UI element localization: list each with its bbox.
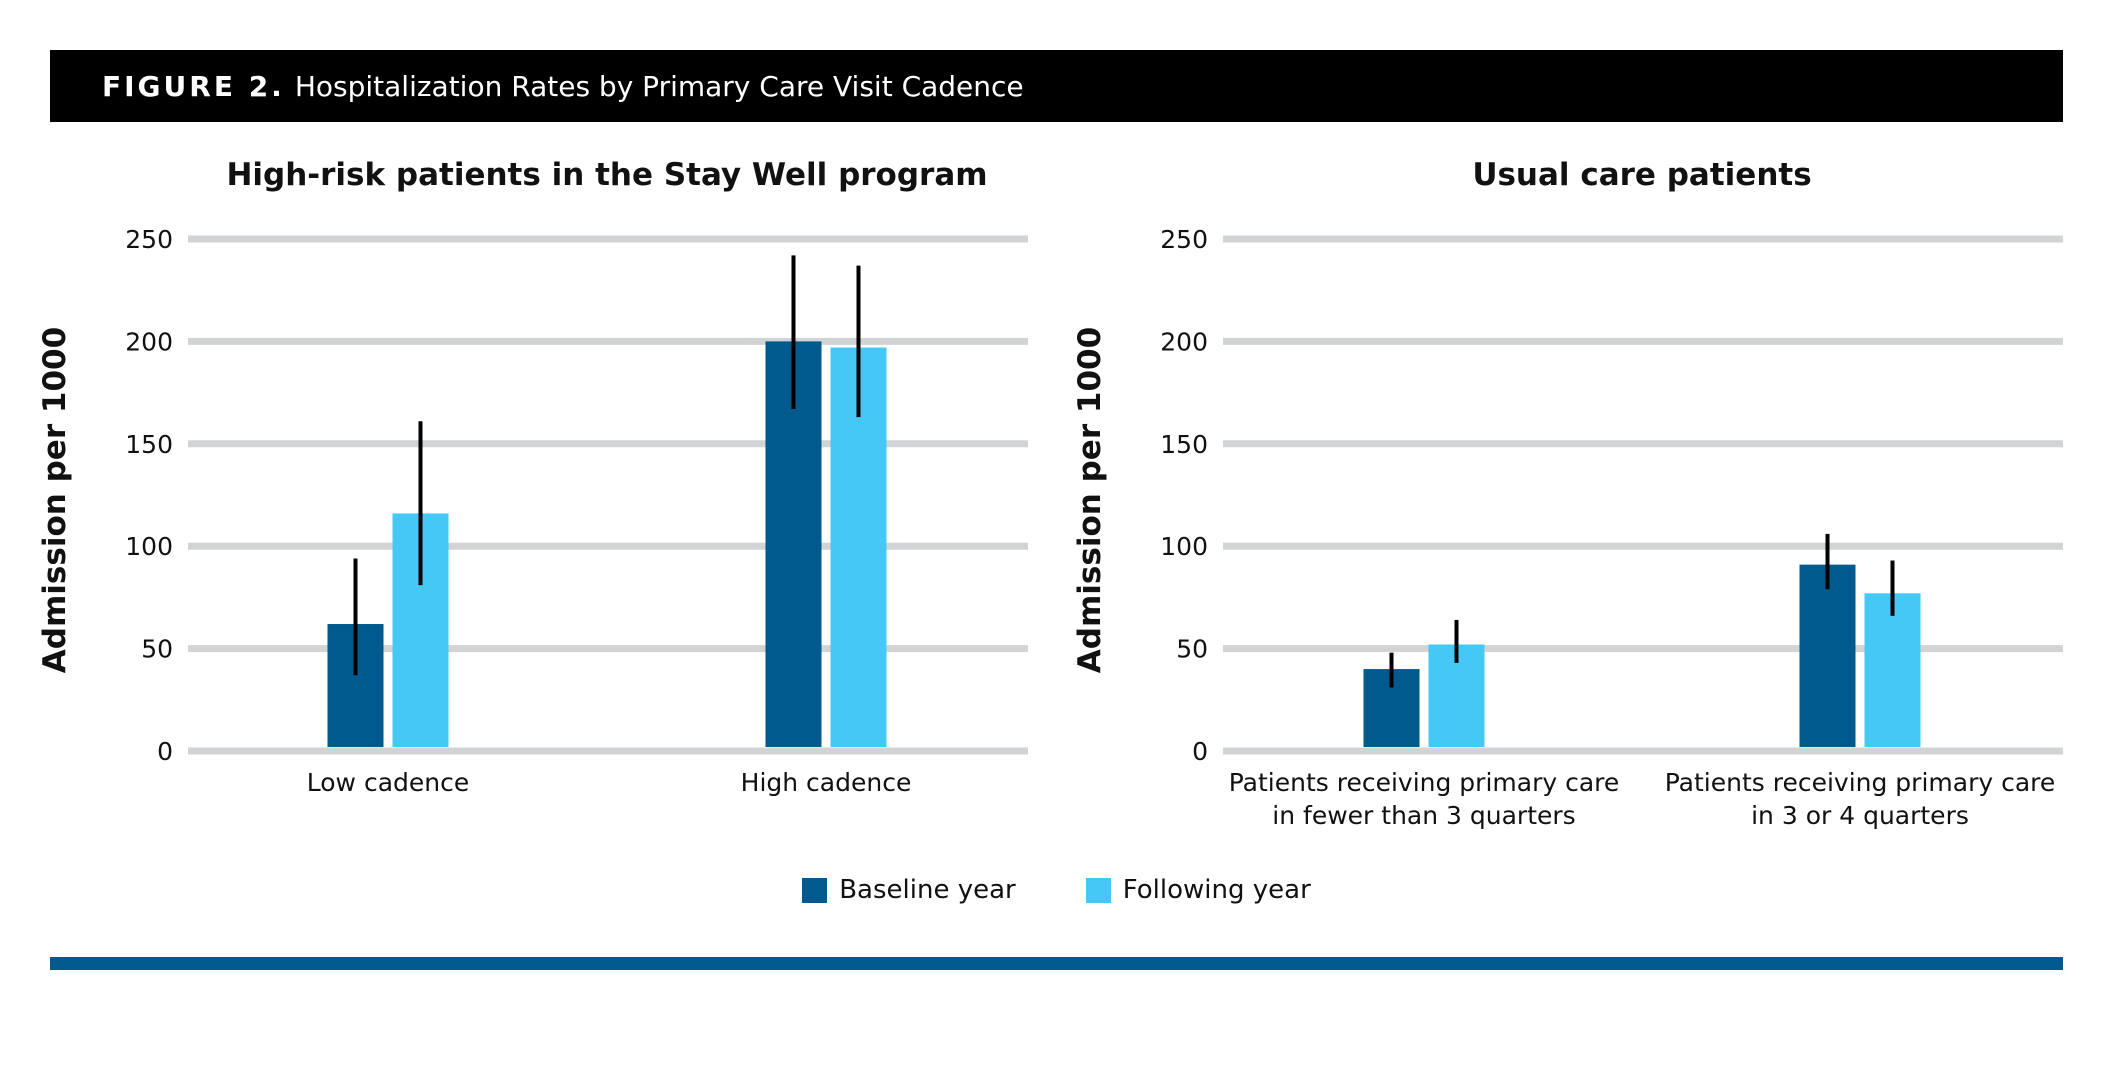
panel-2-x-category-label-2-line-2: in 3 or 4 quarters	[1751, 801, 1969, 830]
panel-2-y-tick-150: 150	[1160, 430, 1208, 459]
panel-1-y-tick-0: 0	[157, 737, 173, 766]
panel-2-x-category-label-2-line-1: Patients receiving primary care	[1665, 768, 2056, 797]
legend-swatch-baseline	[802, 877, 828, 903]
legend: Baseline year Following year	[0, 875, 2113, 905]
panel-2-y-tick-0: 0	[1192, 737, 1208, 766]
panel-2-y-tick-50: 50	[1176, 635, 1208, 664]
panel-2-x-category-label-1-line-1: Patients receiving primary care	[1229, 768, 1620, 797]
figure-title: Hospitalization Rates by Primary Care Vi…	[294, 69, 1024, 103]
panel-2-x-category-label-1-line-2: in fewer than 3 quarters	[1272, 801, 1575, 830]
panel-1-x-category-label-2: High cadence	[741, 768, 912, 797]
legend-item-baseline: Baseline year	[802, 875, 1016, 905]
legend-label-baseline: Baseline year	[839, 875, 1016, 905]
panel-1-bar-baseline-2	[765, 341, 822, 747]
panel-1-y-tick-250: 250	[125, 225, 173, 254]
bottom-rule	[50, 957, 2063, 970]
panel-1-x-category-label-1: Low cadence	[307, 768, 469, 797]
panel-1-y-tick-50: 50	[141, 635, 173, 664]
panel-2-y-tick-200: 200	[1160, 327, 1208, 356]
panel-2-y-tick-250: 250	[1160, 225, 1208, 254]
panel-2-bar-baseline-2	[1799, 564, 1856, 747]
panel-1-y-tick-100: 100	[125, 532, 173, 561]
panel-1-title: High-risk patients in the Stay Well prog…	[226, 157, 987, 193]
panel-1-y-axis-title: Admission per 1000	[37, 327, 73, 673]
figure-header: FIGURE 2. Hospitalization Rates by Prima…	[50, 50, 2063, 122]
legend-item-following: Following year	[1085, 875, 1311, 905]
legend-label-following: Following year	[1122, 875, 1311, 905]
panel-1-y-tick-150: 150	[125, 430, 173, 459]
figure-number: FIGURE 2.	[102, 69, 285, 103]
panel-1-y-tick-200: 200	[125, 327, 173, 356]
panel-2-bar-following-2	[1864, 593, 1921, 747]
panel-2-y-axis-title: Admission per 1000	[1072, 327, 1108, 673]
panel-2-title: Usual care patients	[1472, 157, 1811, 193]
legend-swatch-following	[1085, 877, 1111, 903]
panel-2-y-tick-100: 100	[1160, 532, 1208, 561]
